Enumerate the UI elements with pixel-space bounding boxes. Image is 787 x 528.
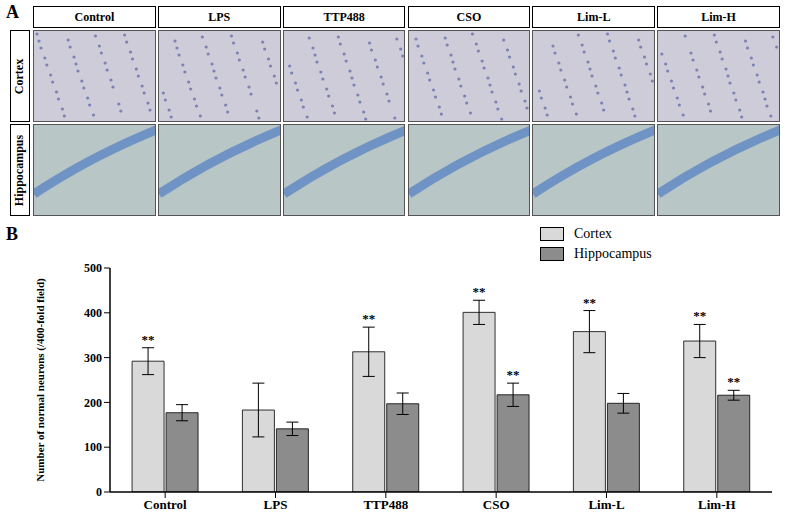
svg-text:**: ** [583, 295, 596, 310]
svg-text:CSO: CSO [483, 497, 510, 512]
svg-text:300: 300 [84, 351, 102, 365]
html-text:LPS: LPS [208, 9, 231, 24]
svg-text:**: ** [727, 374, 740, 389]
html-text:CSO: CSO [456, 9, 482, 24]
html-text:Lim-L: Lim-L [577, 9, 611, 24]
html-text:Cortex: Cortex [12, 58, 27, 94]
svg-text:**: ** [507, 367, 520, 382]
svg-text:100: 100 [84, 440, 102, 454]
svg-text:**: ** [362, 311, 375, 326]
svg-text:LPS: LPS [264, 497, 288, 512]
html-text:B: B [6, 224, 18, 244]
svg-text:Lim-L: Lim-L [588, 497, 624, 512]
html-text:TTP488: TTP488 [323, 9, 365, 24]
svg-text:**: ** [142, 332, 155, 347]
svg-text:500: 500 [84, 261, 102, 275]
svg-text:Lim-H: Lim-H [698, 497, 736, 512]
svg-text:Number of normal neurons (/400: Number of normal neurons (/400-fold fiel… [34, 278, 47, 482]
svg-text:**: ** [473, 284, 486, 299]
html-text:Lim-H: Lim-H [701, 9, 736, 24]
svg-text:**: ** [693, 308, 706, 323]
svg-text:Control: Control [144, 497, 187, 512]
html-text:Hippocampus: Hippocampus [12, 134, 27, 206]
svg-text:TTP488: TTP488 [363, 497, 408, 512]
svg-text:200: 200 [84, 396, 102, 410]
svg-text:0: 0 [96, 485, 102, 499]
svg-text:400: 400 [84, 306, 102, 320]
html-text:A: A [6, 2, 19, 22]
html-text:Control: Control [74, 9, 115, 24]
html-text:Hippocampus: Hippocampus [574, 246, 652, 261]
html-text:Cortex: Cortex [574, 226, 613, 241]
